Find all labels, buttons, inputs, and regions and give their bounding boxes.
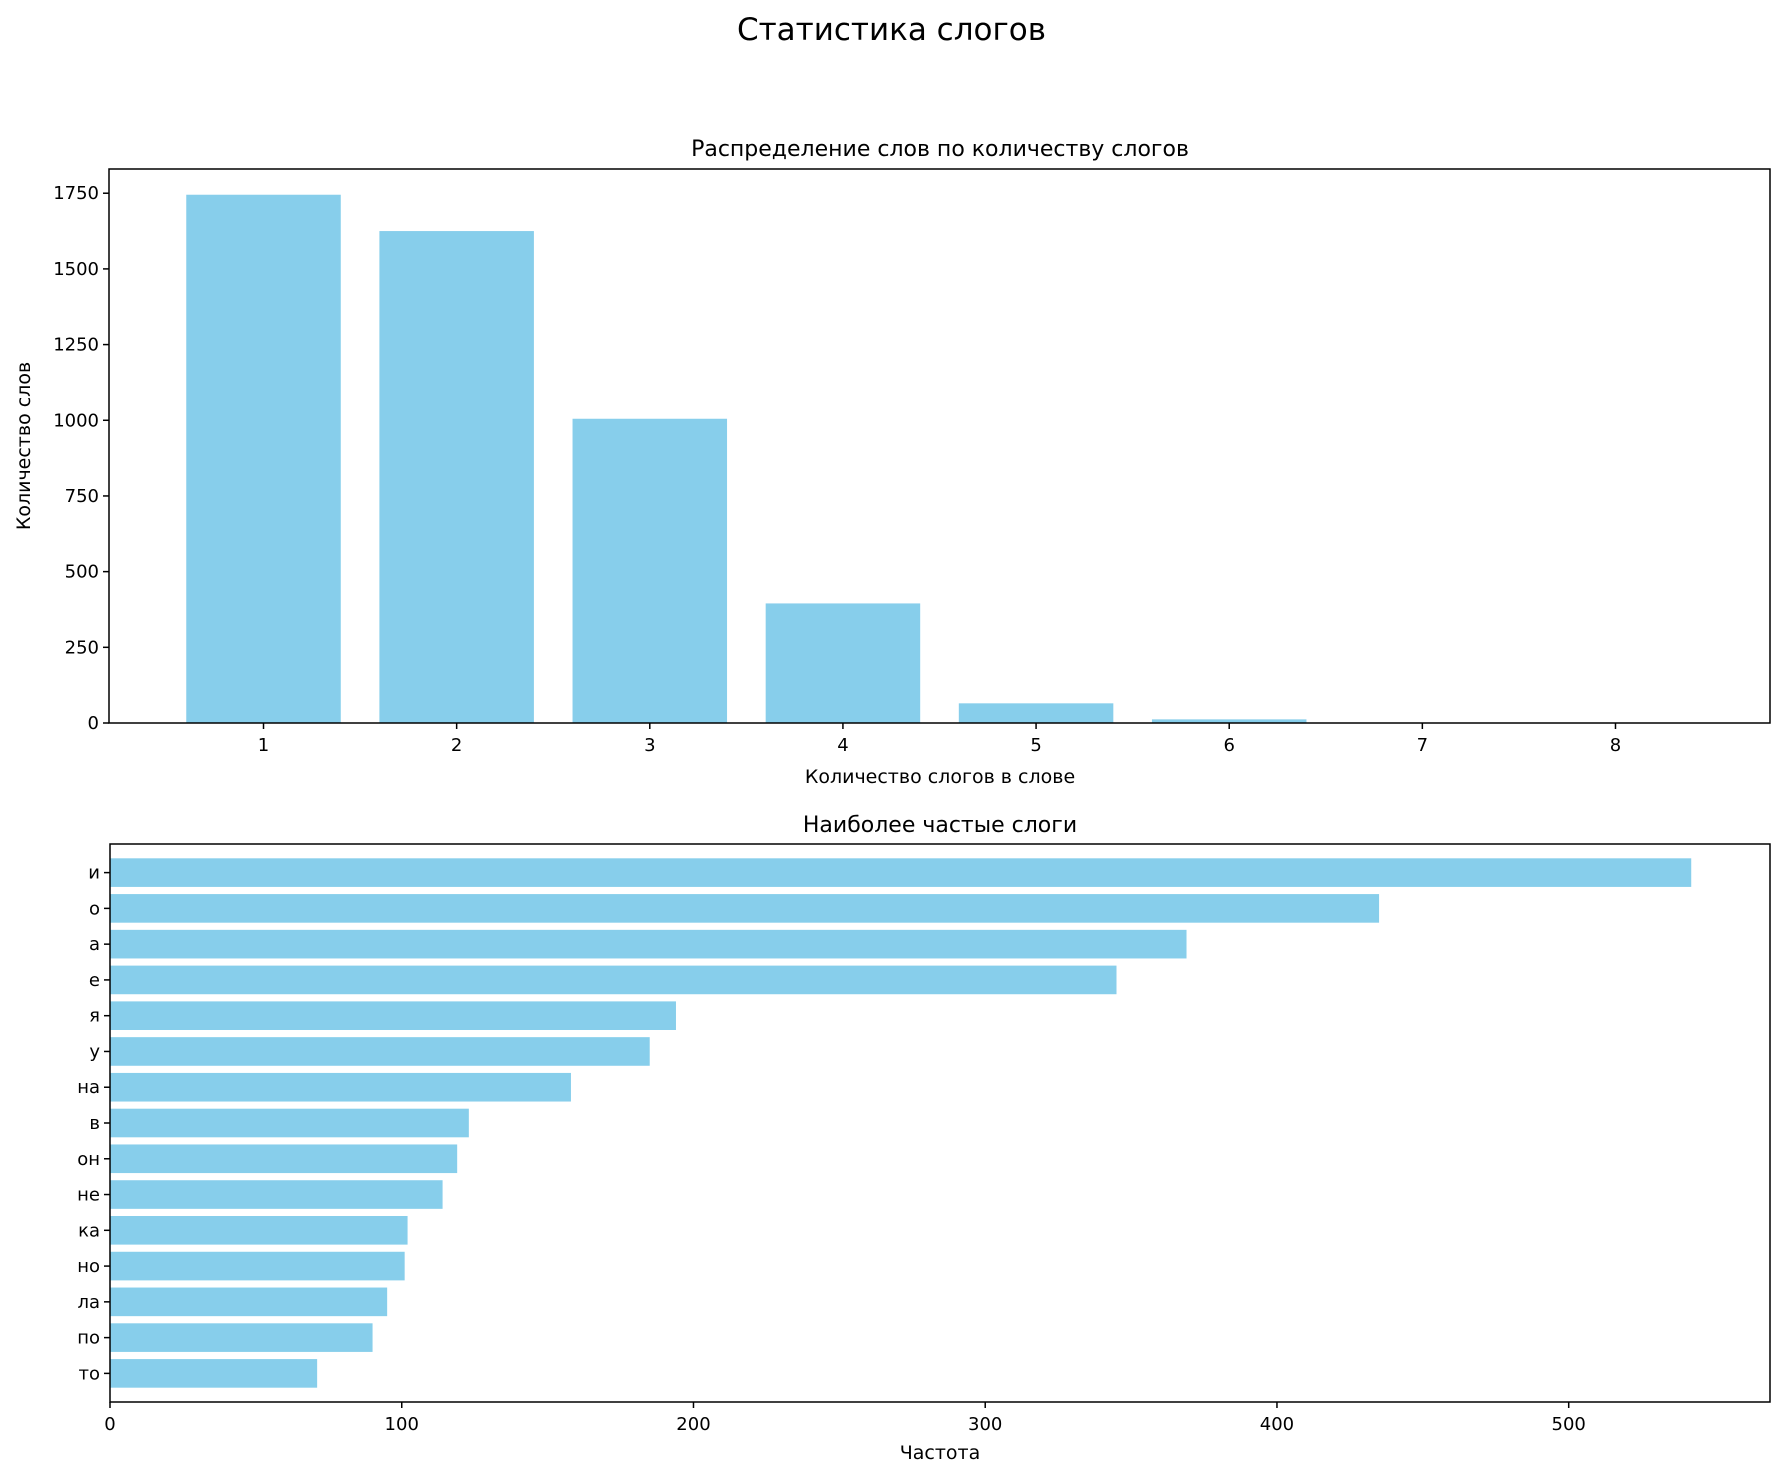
- y-tick-label: а: [89, 934, 100, 955]
- x-tick-label: 300: [968, 1414, 1002, 1435]
- syllable-count-chart-title: Распределение слов по количеству слогов: [691, 137, 1189, 162]
- x-tick-label: 7: [1417, 735, 1428, 756]
- y-tick-label: по: [77, 1328, 100, 1349]
- bar-syllables-2: [379, 231, 534, 723]
- syllable-count-chart: Распределение слов по количеству слогов …: [13, 137, 1771, 788]
- bar-syllables-5: [958, 703, 1114, 723]
- y-tick-label: он: [77, 1149, 100, 1170]
- y-tick-label: в: [89, 1113, 100, 1134]
- bar-syllables-1: [186, 194, 341, 723]
- y-tick-label: я: [89, 1006, 100, 1027]
- x-tick-label: 5: [1030, 735, 1041, 756]
- bar-syllable-не: [110, 1180, 443, 1209]
- y-tick-label: 1500: [53, 259, 99, 280]
- x-tick-label: 500: [1552, 1414, 1586, 1435]
- y-tick-label: 1750: [53, 183, 99, 204]
- x-tick-label: 6: [1223, 735, 1234, 756]
- bar-syllables-4: [765, 603, 921, 723]
- frequent-syllables-axes-frame: [109, 843, 1771, 1403]
- y-tick-label: ка: [78, 1220, 100, 1241]
- bar-syllable-ла: [110, 1287, 388, 1317]
- frequent-syllables-chart-title: Наиболее частые слоги: [803, 813, 1077, 838]
- y-tick-label: 0: [88, 713, 99, 734]
- y-tick-label: но: [77, 1256, 100, 1277]
- y-tick-label: 500: [65, 562, 99, 583]
- x-tick-label: 1: [258, 735, 269, 756]
- syllable-count-ticks: 1 2 3 4 5 6 7 8 0 250 500 750 1000 1250 1500 1750: [53, 183, 1621, 756]
- y-tick-label: и: [88, 863, 100, 884]
- x-tick-label: 100: [385, 1414, 419, 1435]
- x-tick-label: 400: [1260, 1414, 1294, 1435]
- x-tick-label: 2: [451, 735, 462, 756]
- bar-syllable-и: [110, 858, 1692, 887]
- bar-syllable-но: [110, 1251, 405, 1281]
- bar-syllable-в: [110, 1108, 469, 1138]
- y-tick-label: 1250: [53, 335, 99, 356]
- y-tick-label: 1000: [53, 410, 99, 431]
- bar-syllable-е: [110, 965, 1117, 995]
- y-tick-label: на: [77, 1077, 100, 1098]
- syllable-count-y-axis-label: Количество слов: [13, 362, 35, 530]
- x-tick-label: 8: [1610, 735, 1621, 756]
- y-tick-label: о: [89, 898, 100, 919]
- y-tick-label: е: [89, 970, 100, 991]
- x-tick-label: 0: [104, 1414, 115, 1435]
- y-tick-label: 750: [65, 486, 99, 507]
- syllable-count-x-axis-label: Количество слогов в слове: [805, 766, 1075, 788]
- bar-syllable-то: [110, 1359, 318, 1388]
- bar-syllable-он: [110, 1144, 458, 1174]
- bar-syllable-а: [110, 929, 1187, 959]
- bar-syllables-3: [572, 418, 728, 723]
- bar-syllable-о: [110, 894, 1380, 923]
- y-tick-label: у: [89, 1041, 100, 1062]
- bar-syllable-на: [110, 1072, 571, 1102]
- syllable-count-axes-frame: [108, 168, 1771, 724]
- bar-syllable-у: [110, 1037, 650, 1066]
- x-tick-label: 4: [837, 735, 848, 756]
- y-tick-label: ла: [77, 1292, 100, 1313]
- bar-syllable-я: [110, 1001, 676, 1030]
- bar-syllables-6: [1151, 719, 1307, 723]
- y-tick-label: не: [77, 1185, 100, 1206]
- frequent-syllables-x-axis-label: Частота: [900, 1442, 981, 1464]
- syllable-count-bars: [186, 194, 1693, 723]
- figure-title: Статистика слогов: [737, 12, 1046, 48]
- x-tick-label: 3: [644, 735, 655, 756]
- bar-syllable-по: [110, 1323, 373, 1352]
- frequent-syllables-bars: [110, 858, 1692, 1388]
- bar-syllable-ка: [110, 1216, 408, 1245]
- y-tick-label: то: [79, 1363, 101, 1384]
- y-tick-label: 250: [65, 637, 99, 658]
- x-tick-label: 200: [676, 1414, 710, 1435]
